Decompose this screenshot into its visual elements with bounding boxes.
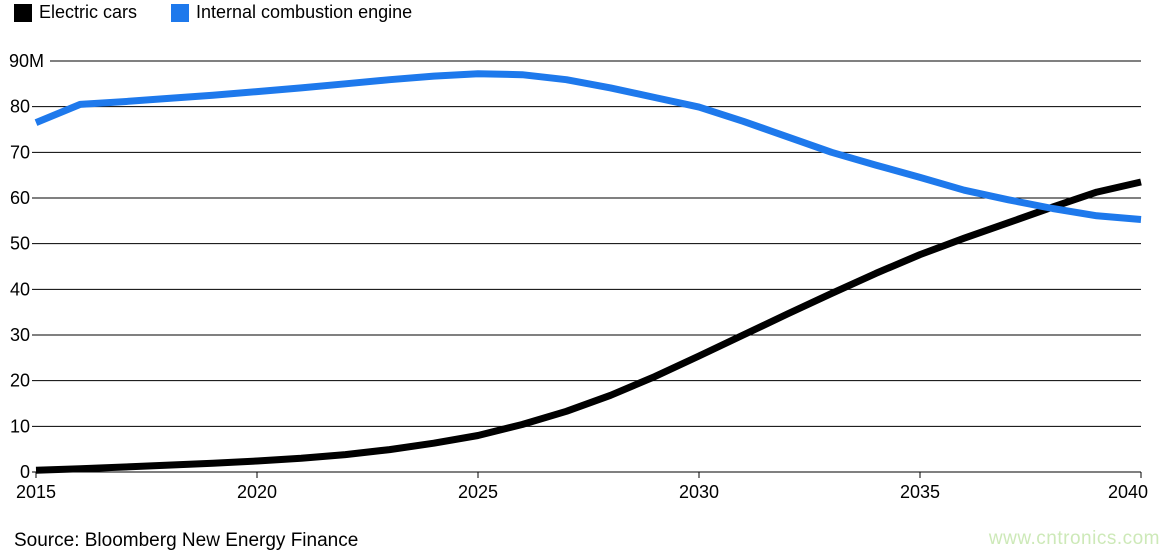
y-axis-label-20: 20 — [10, 371, 30, 391]
y-axis-label-90M: 90M — [9, 51, 44, 71]
series-line-internal-combustion-engine — [34, 70, 1142, 223]
x-axis-label-2030: 2030 — [679, 482, 719, 502]
x-axis-label-2020: 2020 — [237, 482, 277, 502]
source-note: Source: Bloomberg New Energy Finance — [14, 530, 359, 551]
legend-item-ice: Internal combustion engine — [171, 3, 412, 22]
x-axis-label-2040: 2040 — [1108, 482, 1148, 502]
legend-label-electric-cars: Electric cars — [39, 2, 138, 22]
legend-swatch-ice — [171, 3, 190, 22]
y-axis-label-10: 10 — [10, 416, 30, 436]
y-axis-label-80: 80 — [10, 97, 30, 117]
legend: Electric cars Internal combustion engine — [14, 3, 412, 22]
y-axis-label-70: 70 — [10, 142, 30, 162]
y-axis-label-50: 50 — [10, 234, 30, 254]
x-axis-label-2035: 2035 — [900, 482, 940, 502]
y-axis-label-40: 40 — [10, 279, 30, 299]
watermark: www.cntronics.com — [988, 528, 1160, 549]
series-line-electric-cars — [35, 178, 1142, 474]
y-axis-label-60: 60 — [10, 188, 30, 208]
y-axis-label-30: 30 — [10, 325, 30, 345]
legend-swatch-electric-cars — [14, 3, 32, 22]
legend-item-electric-cars: Electric cars — [14, 3, 137, 22]
y-axis-label-0: 0 — [20, 462, 30, 482]
x-axis-label-2015: 2015 — [16, 482, 56, 502]
x-axis-label-2025: 2025 — [458, 482, 498, 502]
legend-label-ice: Internal combustion engine — [196, 2, 413, 22]
